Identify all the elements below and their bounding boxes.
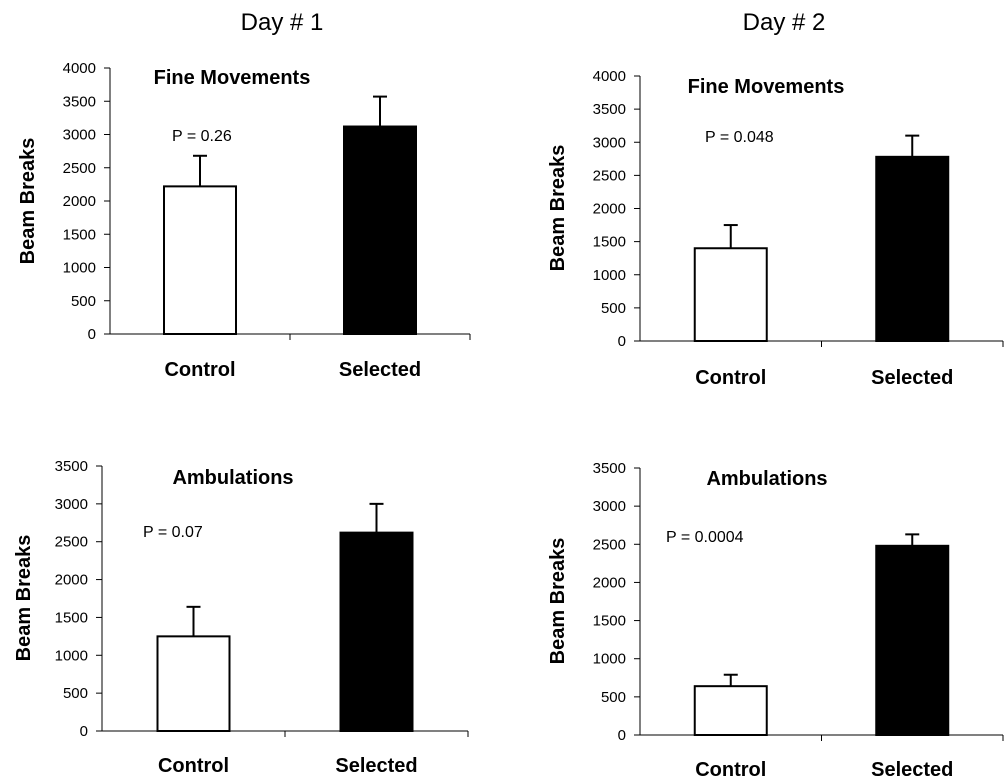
y-tick-label: 0 <box>618 727 626 744</box>
bar-selected <box>343 125 417 335</box>
y-tick-label: 1500 <box>55 609 88 626</box>
bar-selected <box>339 531 414 733</box>
y-tick-label: 500 <box>601 689 626 706</box>
bar-selected <box>875 544 950 736</box>
category-label: Selected <box>339 359 421 381</box>
y-tick-label: 1500 <box>593 234 626 251</box>
bar-selected <box>875 155 950 342</box>
y-tick-label: 0 <box>88 326 96 343</box>
y-tick-label: 3500 <box>63 93 96 110</box>
y-axis-label: Beam Breaks <box>547 145 569 272</box>
y-tick-label: 500 <box>71 293 96 310</box>
category-label: Control <box>695 367 766 389</box>
panel-title: Ambulations <box>706 468 827 490</box>
p-value-annotation: P = 0.26 <box>172 128 232 145</box>
y-tick-label: 2500 <box>593 167 626 184</box>
column-title-day-2: Day # 2 <box>743 9 826 36</box>
y-tick-label: 1000 <box>593 651 626 668</box>
panel-title: Fine Movements <box>688 76 845 98</box>
y-axis-label: Beam Breaks <box>547 538 569 665</box>
bar-control <box>163 185 237 335</box>
p-value-annotation: P = 0.0004 <box>666 529 744 546</box>
y-axis-label: Beam Breaks <box>17 138 39 265</box>
y-tick-label: 1000 <box>55 647 88 664</box>
y-tick-label: 1000 <box>63 260 96 277</box>
category-label: Selected <box>871 759 953 781</box>
panel-title: Fine Movements <box>154 67 311 89</box>
bar-control <box>693 685 768 736</box>
y-tick-label: 3000 <box>593 134 626 151</box>
y-tick-label: 3500 <box>55 458 88 475</box>
y-tick-label: 1500 <box>63 226 96 243</box>
y-tick-label: 3000 <box>63 127 96 144</box>
p-value-annotation: P = 0.048 <box>705 129 774 146</box>
panel-title: Ambulations <box>172 467 293 489</box>
category-label: Selected <box>871 367 953 389</box>
category-label: Control <box>164 359 235 381</box>
y-tick-label: 2500 <box>63 160 96 177</box>
y-tick-label: 3500 <box>593 460 626 477</box>
column-title-day-1: Day # 1 <box>241 9 324 36</box>
p-value-annotation: P = 0.07 <box>143 524 203 541</box>
y-tick-label: 3000 <box>55 496 88 513</box>
y-tick-label: 1500 <box>593 613 626 630</box>
y-tick-label: 2000 <box>593 201 626 218</box>
y-tick-label: 4000 <box>593 68 626 85</box>
bar-control <box>156 635 231 732</box>
y-tick-label: 500 <box>601 300 626 317</box>
y-tick-label: 500 <box>63 685 88 702</box>
y-tick-label: 2000 <box>55 572 88 589</box>
category-label: Control <box>695 759 766 781</box>
y-tick-label: 3000 <box>593 498 626 515</box>
y-tick-label: 1000 <box>593 267 626 284</box>
bar-control <box>693 247 768 342</box>
y-tick-label: 4000 <box>63 60 96 77</box>
y-tick-label: 2500 <box>55 534 88 551</box>
y-tick-label: 0 <box>80 723 88 740</box>
y-tick-label: 2500 <box>593 536 626 553</box>
y-tick-label: 0 <box>618 333 626 350</box>
y-tick-label: 2000 <box>63 193 96 210</box>
category-label: Control <box>158 755 229 777</box>
y-axis-label: Beam Breaks <box>13 535 35 662</box>
category-label: Selected <box>335 755 417 777</box>
y-tick-label: 3500 <box>593 101 626 118</box>
y-tick-label: 2000 <box>593 574 626 591</box>
